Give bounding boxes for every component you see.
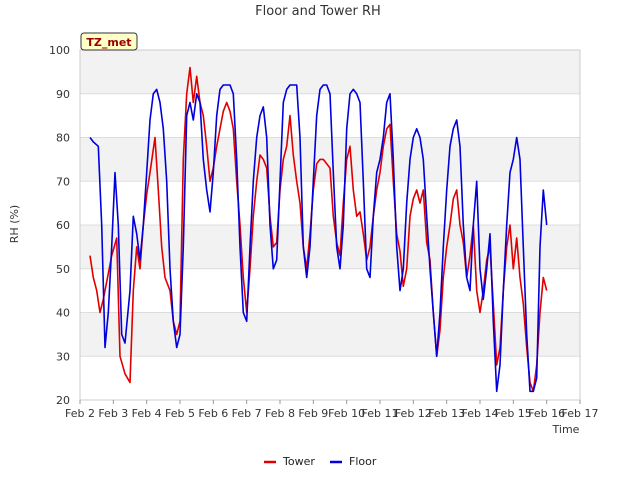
y-tick-label: 40 xyxy=(56,307,70,320)
x-tick-label: Feb 13 xyxy=(428,407,465,420)
plot-background-bands xyxy=(80,50,580,400)
x-tick-label: Feb 11 xyxy=(362,407,399,420)
legend-label-tower: Tower xyxy=(282,455,315,468)
y-tick-label: 80 xyxy=(56,132,70,145)
x-tick-label: Feb 7 xyxy=(232,407,262,420)
y-tick-label: 100 xyxy=(49,44,70,57)
y-tick-label: 60 xyxy=(56,219,70,232)
y-tick-label: 20 xyxy=(56,394,70,407)
x-tick-label: Feb 3 xyxy=(98,407,128,420)
x-tick-label: Feb 14 xyxy=(462,407,499,420)
series-line-floor xyxy=(89,84,548,393)
x-tick-label: Feb 9 xyxy=(298,407,328,420)
legend: Tower Floor xyxy=(264,455,377,468)
x-tick-label: Feb 12 xyxy=(395,407,432,420)
band-20 xyxy=(80,356,580,400)
band-60 xyxy=(80,181,580,225)
chart-title: Floor and Tower RH xyxy=(255,4,381,19)
y-axis-title: RH (%) xyxy=(8,205,21,243)
y-axis-ticks: 20 30 40 50 60 70 80 90 100 xyxy=(49,44,70,407)
band-90 xyxy=(80,50,580,94)
y-tick-label: 50 xyxy=(56,263,70,276)
y-tick-label: 70 xyxy=(56,175,70,188)
x-tick-label: Feb 5 xyxy=(165,407,195,420)
x-tick-label: Feb 8 xyxy=(265,407,295,420)
x-tick-label: Feb 10 xyxy=(328,407,365,420)
series-layer xyxy=(89,66,548,393)
x-axis-title: Time xyxy=(552,423,580,436)
tz-met-badge-label: TZ_met xyxy=(86,36,131,49)
plot-area-frame xyxy=(79,49,581,401)
y-tick-label: 90 xyxy=(56,88,70,101)
x-tick-label: Feb 2 xyxy=(65,407,95,420)
x-tick-label: Feb 6 xyxy=(198,407,228,420)
x-tick-label: Feb 4 xyxy=(132,407,162,420)
x-tick-label: Feb 15 xyxy=(495,407,532,420)
tz-met-badge: TZ_met xyxy=(80,32,138,51)
legend-label-floor: Floor xyxy=(349,455,377,468)
x-tick-label: Feb 17 xyxy=(562,407,599,420)
x-tick-label: Feb 16 xyxy=(528,407,565,420)
y-tick-label: 30 xyxy=(56,350,70,363)
x-axis-ticks: Feb 2 Feb 3 Feb 4 Feb 5 Feb 6 Feb 7 Feb 8 Feb 9… xyxy=(65,400,598,420)
band-40 xyxy=(80,268,580,313)
band-30 xyxy=(80,312,580,357)
